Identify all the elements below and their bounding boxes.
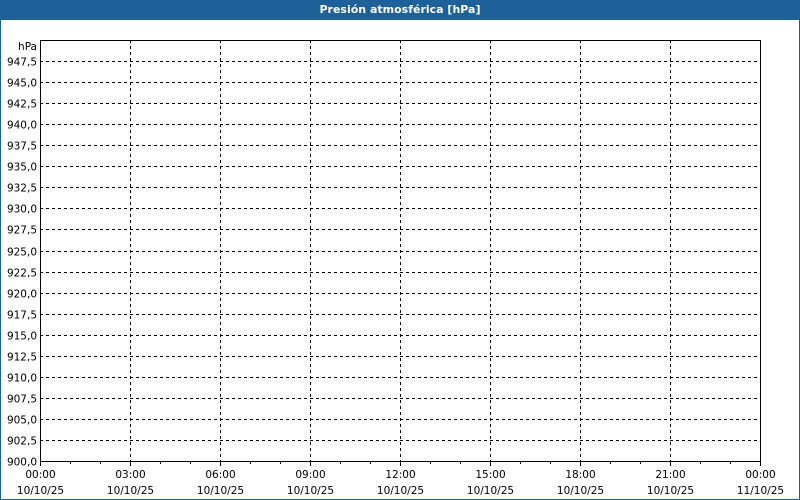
x-tick-date: 10/10/25 bbox=[287, 485, 334, 497]
x-tick-date: 10/10/25 bbox=[557, 485, 604, 497]
x-tick-date: 10/10/25 bbox=[107, 485, 154, 497]
y-tick-label: 905,0 bbox=[7, 415, 37, 427]
y-tick-label: 910,0 bbox=[7, 373, 37, 385]
x-tick-time: 12:00 bbox=[385, 469, 415, 481]
x-tick-time: 15:00 bbox=[475, 469, 505, 481]
y-tick-label: 902,5 bbox=[7, 436, 37, 448]
x-tick-time: 09:00 bbox=[295, 469, 325, 481]
x-tick-date: 10/10/25 bbox=[17, 485, 64, 497]
y-tick-label: 900,0 bbox=[7, 457, 37, 469]
y-tick-label: 947,5 bbox=[7, 57, 37, 69]
x-tick-date: 10/10/25 bbox=[647, 485, 694, 497]
y-tick-label: 945,0 bbox=[7, 78, 37, 90]
y-axis-unit: hPa bbox=[18, 41, 37, 53]
y-tick-label: 915,0 bbox=[7, 331, 37, 343]
x-tick-date: 10/10/25 bbox=[197, 485, 244, 497]
y-tick-label: 932,5 bbox=[7, 183, 37, 195]
chart-title: Presión atmosférica [hPa] bbox=[0, 0, 800, 20]
x-tick-time: 06:00 bbox=[205, 469, 235, 481]
y-tick-label: 942,5 bbox=[7, 99, 37, 111]
y-tick-label: 917,5 bbox=[7, 310, 37, 322]
y-tick-label: 912,5 bbox=[7, 352, 37, 364]
y-tick-label: 922,5 bbox=[7, 268, 37, 280]
y-tick-label: 927,5 bbox=[7, 225, 37, 237]
y-tick-label: 907,5 bbox=[7, 394, 37, 406]
y-tick-label: 937,5 bbox=[7, 141, 37, 153]
x-tick-time: 03:00 bbox=[115, 469, 145, 481]
y-tick-label: 930,0 bbox=[7, 204, 37, 216]
y-tick-label: 935,0 bbox=[7, 162, 37, 174]
x-tick-date: 10/10/25 bbox=[467, 485, 514, 497]
y-tick-label: 925,0 bbox=[7, 247, 37, 259]
plot-area bbox=[40, 40, 761, 462]
x-tick-time: 18:00 bbox=[565, 469, 595, 481]
x-tick-time: 21:00 bbox=[655, 469, 685, 481]
x-tick-time: 00:00 bbox=[745, 469, 775, 481]
x-tick-time: 00:00 bbox=[25, 469, 55, 481]
y-tick-label: 920,0 bbox=[7, 289, 37, 301]
x-tick-date: 10/10/25 bbox=[377, 485, 424, 497]
y-tick-label: 940,0 bbox=[7, 120, 37, 132]
x-tick-date: 11/10/25 bbox=[737, 485, 784, 497]
